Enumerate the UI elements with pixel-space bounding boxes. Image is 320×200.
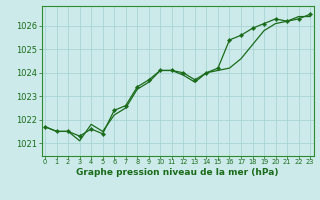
X-axis label: Graphe pression niveau de la mer (hPa): Graphe pression niveau de la mer (hPa): [76, 168, 279, 177]
